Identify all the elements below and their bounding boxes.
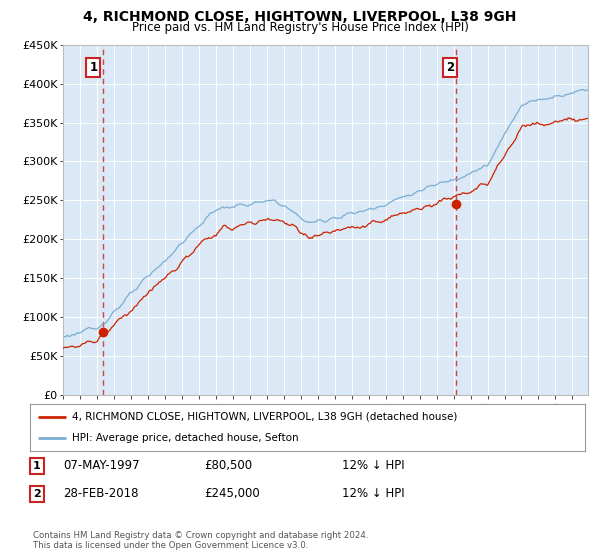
Text: £245,000: £245,000 <box>204 487 260 501</box>
Text: Price paid vs. HM Land Registry's House Price Index (HPI): Price paid vs. HM Land Registry's House … <box>131 21 469 34</box>
Text: Contains HM Land Registry data © Crown copyright and database right 2024.
This d: Contains HM Land Registry data © Crown c… <box>33 531 368 550</box>
Text: 1: 1 <box>89 60 97 73</box>
Text: 28-FEB-2018: 28-FEB-2018 <box>63 487 139 501</box>
Text: 07-MAY-1997: 07-MAY-1997 <box>63 459 140 473</box>
Text: HPI: Average price, detached house, Sefton: HPI: Average price, detached house, Seft… <box>71 433 298 444</box>
Text: 4, RICHMOND CLOSE, HIGHTOWN, LIVERPOOL, L38 9GH: 4, RICHMOND CLOSE, HIGHTOWN, LIVERPOOL, … <box>83 10 517 24</box>
Text: £80,500: £80,500 <box>204 459 252 473</box>
Text: 4, RICHMOND CLOSE, HIGHTOWN, LIVERPOOL, L38 9GH (detached house): 4, RICHMOND CLOSE, HIGHTOWN, LIVERPOOL, … <box>71 412 457 422</box>
Text: 2: 2 <box>33 489 41 499</box>
Text: 12% ↓ HPI: 12% ↓ HPI <box>342 487 404 501</box>
Text: 2: 2 <box>446 60 454 73</box>
Text: 1: 1 <box>33 461 41 471</box>
Text: 12% ↓ HPI: 12% ↓ HPI <box>342 459 404 473</box>
